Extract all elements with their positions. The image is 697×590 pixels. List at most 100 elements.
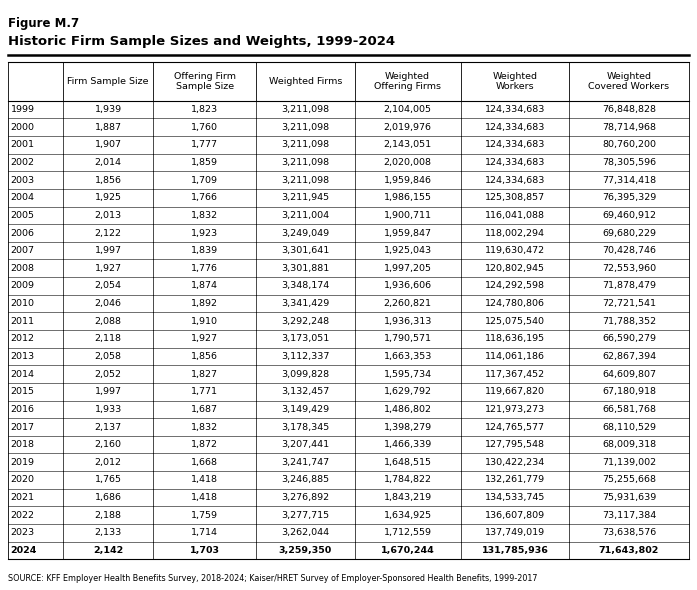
Text: 2002: 2002 bbox=[10, 158, 34, 167]
Text: 131,785,936: 131,785,936 bbox=[482, 546, 549, 555]
Text: Historic Firm Sample Sizes and Weights, 1999-2024: Historic Firm Sample Sizes and Weights, … bbox=[8, 35, 395, 48]
Text: 68,110,529: 68,110,529 bbox=[602, 422, 656, 431]
Text: 1,648,515: 1,648,515 bbox=[383, 458, 431, 467]
Text: 78,714,968: 78,714,968 bbox=[602, 123, 656, 132]
Text: 1,760: 1,760 bbox=[191, 123, 218, 132]
Text: 1,923: 1,923 bbox=[191, 228, 218, 238]
Text: 2003: 2003 bbox=[10, 176, 35, 185]
Text: 77,314,418: 77,314,418 bbox=[602, 176, 656, 185]
Text: 132,261,779: 132,261,779 bbox=[485, 476, 545, 484]
Text: 119,667,820: 119,667,820 bbox=[485, 387, 545, 396]
Text: 1,892: 1,892 bbox=[191, 299, 218, 308]
Text: 2007: 2007 bbox=[10, 246, 34, 255]
Text: 1,712,559: 1,712,559 bbox=[383, 529, 431, 537]
Text: 1,765: 1,765 bbox=[95, 476, 122, 484]
Text: 3,211,098: 3,211,098 bbox=[282, 176, 330, 185]
Text: 1,872: 1,872 bbox=[191, 440, 218, 449]
Text: 2,160: 2,160 bbox=[95, 440, 122, 449]
Text: 1,933: 1,933 bbox=[95, 405, 122, 414]
Text: 1,986,155: 1,986,155 bbox=[383, 194, 431, 202]
Text: 64,609,807: 64,609,807 bbox=[602, 369, 656, 379]
Text: 117,367,452: 117,367,452 bbox=[485, 369, 545, 379]
Text: 1,997: 1,997 bbox=[95, 387, 122, 396]
Text: 2,020,008: 2,020,008 bbox=[383, 158, 431, 167]
Text: 124,765,577: 124,765,577 bbox=[485, 422, 545, 431]
Text: 1,714: 1,714 bbox=[191, 529, 218, 537]
Text: 1,709: 1,709 bbox=[191, 176, 218, 185]
Text: 1,670,244: 1,670,244 bbox=[381, 546, 434, 555]
Text: 1,910: 1,910 bbox=[191, 317, 218, 326]
Text: 116,041,088: 116,041,088 bbox=[485, 211, 545, 220]
Text: 2,188: 2,188 bbox=[95, 511, 122, 520]
Text: 71,878,479: 71,878,479 bbox=[602, 281, 656, 290]
Text: 124,292,598: 124,292,598 bbox=[485, 281, 545, 290]
Text: 3,301,881: 3,301,881 bbox=[282, 264, 330, 273]
Text: 2,013: 2,013 bbox=[95, 211, 122, 220]
Text: 1,790,571: 1,790,571 bbox=[383, 335, 431, 343]
Text: 2,133: 2,133 bbox=[95, 529, 122, 537]
Text: 2024: 2024 bbox=[10, 546, 37, 555]
Text: 1,466,339: 1,466,339 bbox=[383, 440, 432, 449]
Text: 1,759: 1,759 bbox=[191, 511, 218, 520]
Text: 3,211,098: 3,211,098 bbox=[282, 158, 330, 167]
Text: 3,262,044: 3,262,044 bbox=[282, 529, 330, 537]
Text: 2,058: 2,058 bbox=[95, 352, 122, 361]
Text: 3,241,747: 3,241,747 bbox=[282, 458, 330, 467]
Text: 1,925,043: 1,925,043 bbox=[383, 246, 431, 255]
Text: 76,395,329: 76,395,329 bbox=[602, 194, 656, 202]
Text: 1,766: 1,766 bbox=[191, 194, 218, 202]
Text: 2,118: 2,118 bbox=[95, 335, 122, 343]
Text: 2006: 2006 bbox=[10, 228, 34, 238]
Text: 2017: 2017 bbox=[10, 422, 34, 431]
Text: 2015: 2015 bbox=[10, 387, 34, 396]
Text: 1,927: 1,927 bbox=[191, 335, 218, 343]
Text: 70,428,746: 70,428,746 bbox=[602, 246, 656, 255]
Text: 3,178,345: 3,178,345 bbox=[282, 422, 330, 431]
Text: Firm Sample Size: Firm Sample Size bbox=[68, 77, 149, 86]
Text: 125,308,857: 125,308,857 bbox=[485, 194, 545, 202]
Text: 118,002,294: 118,002,294 bbox=[485, 228, 545, 238]
Text: 1,925: 1,925 bbox=[95, 194, 122, 202]
Text: 3,341,429: 3,341,429 bbox=[282, 299, 330, 308]
Text: 2023: 2023 bbox=[10, 529, 35, 537]
Text: 1,997,205: 1,997,205 bbox=[383, 264, 431, 273]
Text: 1,843,219: 1,843,219 bbox=[383, 493, 431, 502]
Text: 72,553,960: 72,553,960 bbox=[602, 264, 656, 273]
Text: 2019: 2019 bbox=[10, 458, 34, 467]
Text: 1,686: 1,686 bbox=[95, 493, 122, 502]
Text: 1,418: 1,418 bbox=[191, 476, 218, 484]
Text: 1,703: 1,703 bbox=[190, 546, 220, 555]
Text: 3,276,892: 3,276,892 bbox=[282, 493, 330, 502]
Text: 124,334,683: 124,334,683 bbox=[485, 123, 545, 132]
Text: 3,211,098: 3,211,098 bbox=[282, 140, 330, 149]
Text: 1,856: 1,856 bbox=[191, 352, 218, 361]
Text: 3,211,098: 3,211,098 bbox=[282, 105, 330, 114]
Text: 2020: 2020 bbox=[10, 476, 34, 484]
Text: 1,832: 1,832 bbox=[191, 422, 218, 431]
Text: 3,149,429: 3,149,429 bbox=[282, 405, 330, 414]
Text: 1,959,846: 1,959,846 bbox=[383, 176, 431, 185]
Text: 1,907: 1,907 bbox=[95, 140, 122, 149]
Text: 2,137: 2,137 bbox=[95, 422, 122, 431]
Text: 1,959,847: 1,959,847 bbox=[383, 228, 431, 238]
Text: 2008: 2008 bbox=[10, 264, 34, 273]
Text: 1,927: 1,927 bbox=[95, 264, 122, 273]
Text: 2022: 2022 bbox=[10, 511, 34, 520]
Text: 118,636,195: 118,636,195 bbox=[485, 335, 545, 343]
Text: 1,777: 1,777 bbox=[191, 140, 218, 149]
Text: 130,422,234: 130,422,234 bbox=[485, 458, 545, 467]
Text: 3,246,885: 3,246,885 bbox=[282, 476, 330, 484]
Text: 2004: 2004 bbox=[10, 194, 34, 202]
Text: 2,260,821: 2,260,821 bbox=[383, 299, 431, 308]
Text: 73,117,384: 73,117,384 bbox=[602, 511, 656, 520]
Text: 2013: 2013 bbox=[10, 352, 35, 361]
Text: 2,019,976: 2,019,976 bbox=[383, 123, 431, 132]
Text: 1,629,792: 1,629,792 bbox=[383, 387, 431, 396]
Text: 3,301,641: 3,301,641 bbox=[282, 246, 330, 255]
Text: 75,255,668: 75,255,668 bbox=[602, 476, 656, 484]
Text: 2000: 2000 bbox=[10, 123, 34, 132]
Text: 1,887: 1,887 bbox=[95, 123, 122, 132]
Text: Weighted
Workers: Weighted Workers bbox=[493, 72, 537, 91]
Text: 2,012: 2,012 bbox=[95, 458, 122, 467]
Text: 2,142: 2,142 bbox=[93, 546, 123, 555]
